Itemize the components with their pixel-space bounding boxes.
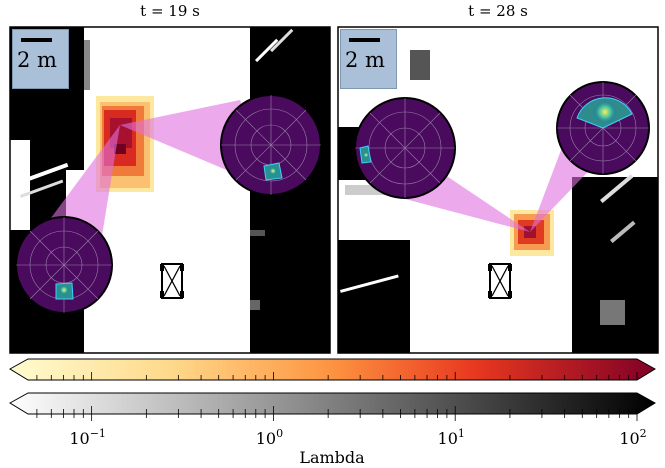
- polar-inset-right-right: [556, 81, 650, 175]
- scale-box-right: 2 m: [340, 29, 397, 89]
- tick-label: 100: [256, 427, 283, 448]
- car-icon: [160, 263, 184, 299]
- colorbar-label: Lambda: [299, 448, 365, 467]
- scale-bar: [21, 38, 52, 42]
- tick-label: 102: [619, 427, 646, 448]
- scale-bar: [349, 38, 380, 42]
- panel-title-right: t = 28 s: [468, 2, 528, 20]
- tick-label: 10−1: [69, 427, 106, 448]
- colorbar-heat: [9, 358, 656, 381]
- colorbar-ticks: [36, 372, 638, 421]
- tick-label: 101: [438, 427, 465, 448]
- polar-inset-left-upper: [220, 94, 322, 196]
- left-panel-map: [10, 27, 330, 353]
- colorbar-tick-labels: 10−1 100 101 102: [69, 427, 646, 448]
- car-icon: [488, 263, 512, 299]
- colorbar-grey: [9, 392, 656, 415]
- panel-title-left: t = 19 s: [140, 2, 200, 20]
- heatmap-blob-right: [510, 210, 554, 256]
- polar-inset-right-left: [354, 97, 456, 199]
- scale-label: 2 m: [345, 48, 385, 72]
- polar-inset-left-lower: [15, 216, 113, 314]
- scale-label: 2 m: [17, 48, 57, 72]
- scale-box-left: 2 m: [12, 29, 69, 89]
